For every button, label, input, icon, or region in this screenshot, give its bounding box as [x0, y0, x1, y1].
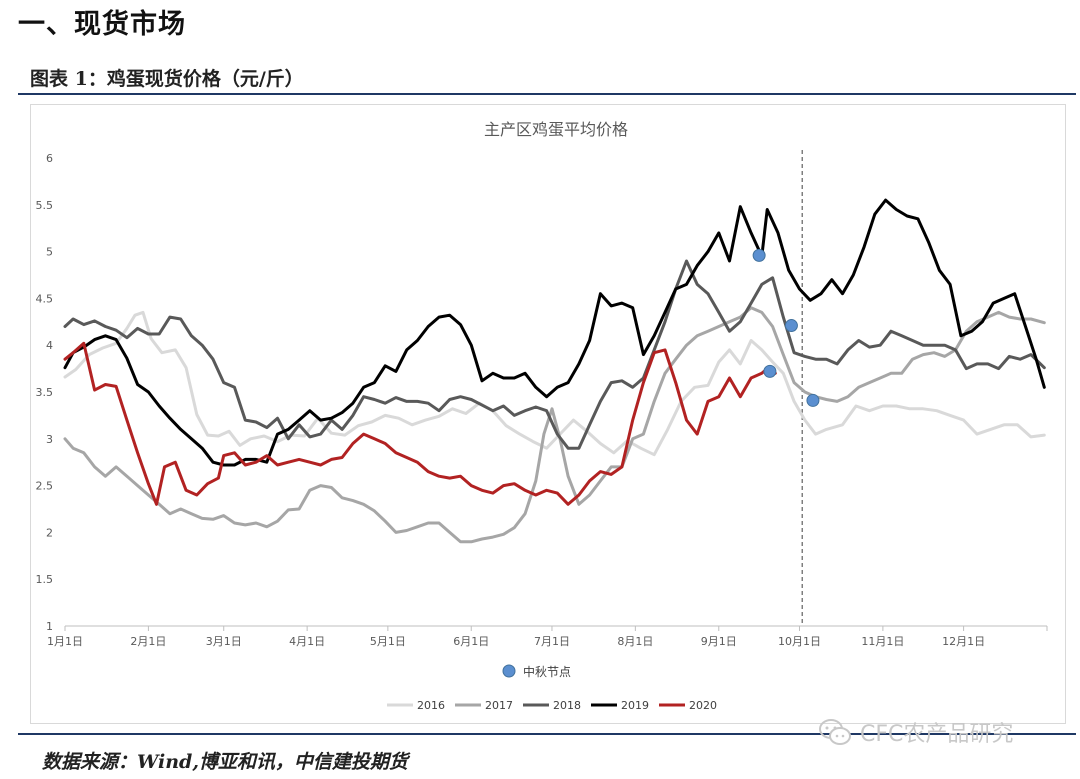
- y-tick-label: 3: [46, 433, 53, 446]
- y-tick-label: 5: [46, 246, 53, 259]
- legend-label-2017: 2017: [485, 699, 513, 712]
- bottom-rule: [18, 733, 1076, 735]
- source-note: 数据来源：Wind,博亚和讯，中信建投期货: [42, 751, 408, 773]
- legend-marker-label: 中秋节点: [523, 664, 571, 679]
- series-line-2020: [63, 341, 777, 506]
- y-tick-label: 1: [46, 620, 53, 633]
- x-tick-label: 2月1日: [130, 635, 166, 648]
- legend-label-2019: 2019: [621, 699, 649, 712]
- watermark: CFC农产品研究: [818, 714, 1058, 750]
- y-tick-label: 4.5: [36, 292, 54, 305]
- series-line-2017: [63, 306, 1046, 544]
- top-rule: [18, 93, 1076, 95]
- y-tick-label: 2: [46, 526, 53, 539]
- wechat-icon: [819, 719, 851, 745]
- series-line-2016: [63, 310, 1046, 457]
- series-line-2019: [63, 198, 1046, 467]
- mid-autumn-marker: [806, 393, 820, 407]
- y-tick-label: 4: [46, 339, 53, 352]
- legend-label-2016: 2016: [417, 699, 445, 712]
- mid-autumn-marker: [784, 319, 798, 333]
- x-tick-label: 6月1日: [453, 635, 489, 648]
- x-tick-label: 11月1日: [861, 635, 904, 648]
- mid-autumn-marker: [763, 364, 777, 378]
- x-tick-label: 5月1日: [370, 635, 406, 648]
- watermark-text: CFC农产品研究: [860, 722, 1014, 747]
- y-tick-label: 6: [46, 152, 53, 165]
- x-tick-label: 1月1日: [47, 635, 83, 648]
- legend-label-2018: 2018: [553, 699, 581, 712]
- legend-label-2020: 2020: [689, 699, 717, 712]
- y-tick-label: 3.5: [36, 386, 54, 399]
- chart-title: 主产区鸡蛋平均价格: [484, 120, 628, 139]
- mid-autumn-marker: [752, 248, 766, 262]
- x-tick-label: 3月1日: [206, 635, 242, 648]
- section-title: 一、现货市场: [18, 9, 186, 40]
- legend-marker-swatch: [502, 664, 516, 678]
- y-tick-label: 1.5: [36, 573, 54, 586]
- chart-frame: 主产区鸡蛋平均价格 6 5.5 5 4.5 4 3.5 3 2.5 2 1.5 1 1月1日 2月1日 3月…: [30, 104, 1066, 724]
- x-tick-label: 4月1日: [289, 635, 325, 648]
- x-tick-label: 10月1日: [778, 635, 821, 648]
- x-tick-label: 9月1日: [701, 635, 737, 648]
- x-tick-label: 8月1日: [617, 635, 653, 648]
- figure-caption: 图表 1：鸡蛋现货价格（元/斤）: [30, 68, 304, 90]
- x-tick-label: 12月1日: [942, 635, 985, 648]
- x-tick-label: 7月1日: [534, 635, 570, 648]
- series-line-2018: [63, 259, 1046, 450]
- y-tick-label: 2.5: [36, 480, 54, 493]
- y-tick-label: 5.5: [36, 199, 54, 212]
